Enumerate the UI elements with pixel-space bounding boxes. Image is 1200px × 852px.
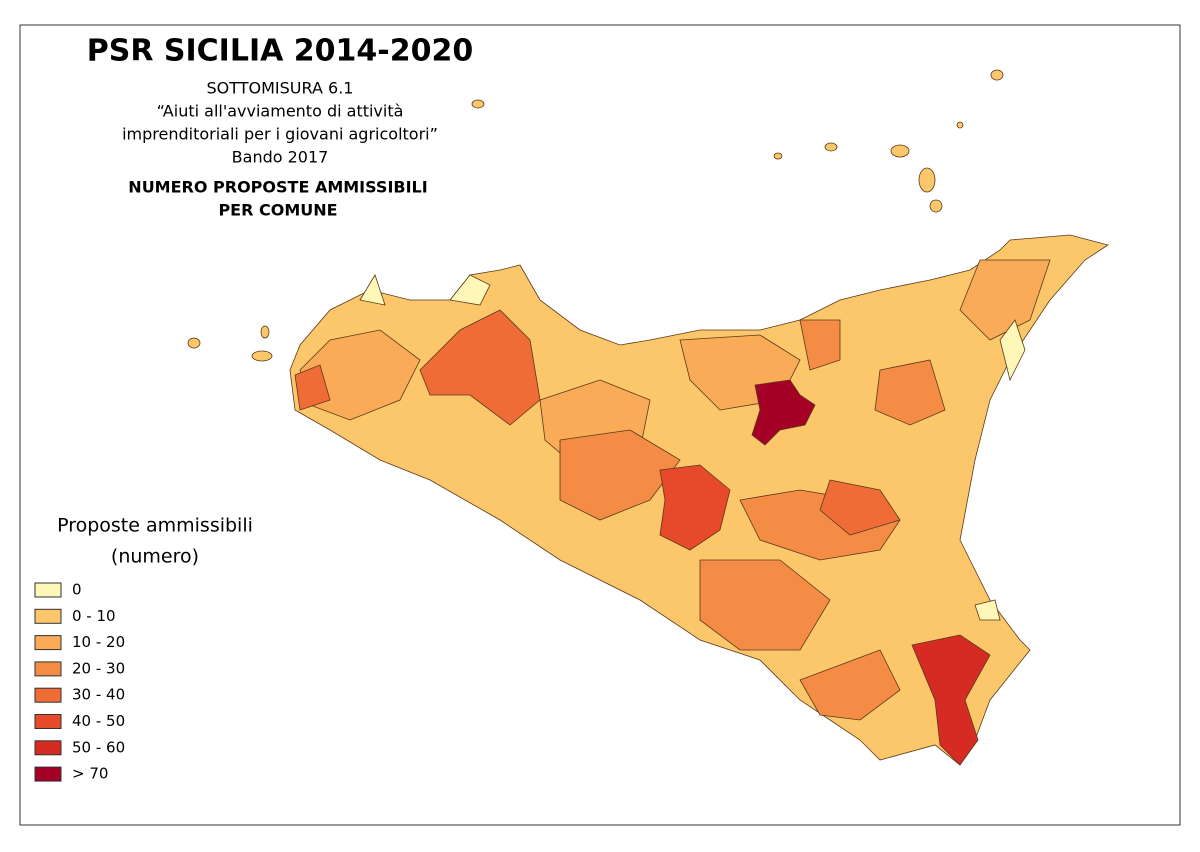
island — [890, 144, 910, 158]
island — [260, 325, 270, 339]
legend-swatch — [34, 740, 62, 756]
region — [799, 649, 901, 721]
island — [956, 121, 964, 129]
region — [819, 479, 901, 536]
region — [294, 364, 331, 411]
region — [751, 379, 816, 446]
frame — [19, 24, 1181, 826]
island — [918, 167, 936, 193]
legend-swatch — [34, 714, 62, 729]
header-line: “Aiuti all'avviamento di attività — [157, 102, 404, 121]
region — [299, 329, 421, 421]
legend-label: 0 - 10 — [72, 607, 116, 625]
region — [699, 559, 831, 651]
legend-swatch — [34, 582, 62, 598]
island — [471, 99, 485, 109]
legend-label: 50 - 60 — [72, 738, 125, 756]
legend-label: 0 — [72, 581, 82, 599]
region — [974, 599, 1001, 621]
island — [773, 152, 783, 160]
region — [911, 634, 991, 766]
legend-swatch — [34, 635, 62, 651]
sicily-map — [187, 69, 1109, 766]
region — [874, 359, 946, 426]
region — [559, 429, 681, 521]
header-line: SOTTOMISURA 6.1 — [207, 79, 354, 98]
legend-label: > 70 — [72, 765, 108, 783]
island — [824, 142, 838, 152]
region — [999, 319, 1026, 382]
header-line: imprenditoriali per i giovani agricoltor… — [122, 125, 438, 144]
island — [187, 337, 201, 349]
legend-label: 30 - 40 — [72, 686, 125, 704]
legend-swatch — [34, 608, 62, 624]
legend-swatch — [34, 687, 62, 703]
legend-label: 20 - 30 — [72, 659, 125, 677]
island — [990, 69, 1004, 81]
region — [359, 274, 386, 306]
island — [929, 199, 943, 213]
legend-label: 40 - 50 — [72, 712, 125, 730]
legend-title: Proposte ammissibili — [57, 515, 253, 537]
region — [449, 274, 491, 306]
subtitle: PER COMUNE — [218, 201, 337, 220]
legend-title: (numero) — [111, 546, 199, 568]
region — [659, 464, 731, 551]
legend-swatch — [34, 766, 62, 782]
island — [251, 350, 273, 362]
title: PSR SICILIA 2014-2020 — [87, 34, 473, 69]
legend-label: 10 - 20 — [72, 633, 125, 651]
region — [799, 319, 841, 371]
subtitle: NUMERO PROPOSTE AMMISSIBILI — [128, 178, 427, 197]
header-line: Bando 2017 — [232, 148, 329, 167]
legend-swatch — [34, 661, 62, 677]
